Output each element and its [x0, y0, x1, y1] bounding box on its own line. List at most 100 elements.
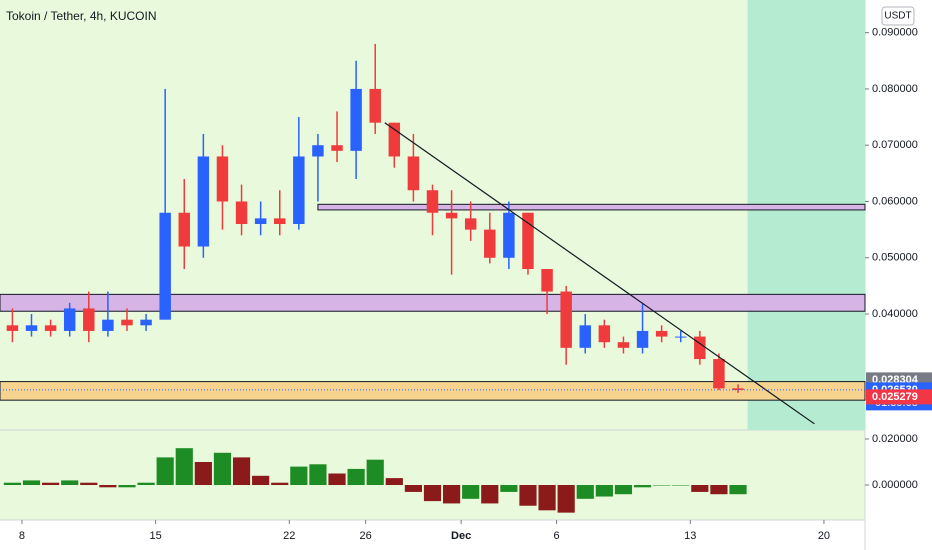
candle-body: [197, 156, 210, 247]
currency-box: [881, 6, 915, 26]
x-tick-label: 26: [360, 530, 372, 542]
candle-body: [484, 229, 496, 258]
candle-body: [140, 319, 152, 326]
candle-body: [713, 359, 725, 389]
candle-body: [216, 156, 229, 202]
candle-body: [388, 122, 401, 157]
currency: USDT: [884, 11, 911, 22]
oscillator-bar: [653, 485, 671, 486]
y-tick-label: 0.090000: [872, 27, 918, 39]
candle-body: [6, 325, 19, 331]
candle-body: [675, 336, 687, 338]
oscillator-bar: [481, 485, 499, 504]
candle-body: [102, 319, 114, 331]
oscillator-bar: [328, 473, 346, 486]
time-axis: [0, 520, 865, 550]
candle-body: [254, 218, 267, 225]
candle-body: [235, 201, 248, 225]
price-label: 0.025279: [872, 391, 918, 403]
oscillator-bar: [538, 485, 556, 511]
y-tick-label: 0.000000: [872, 479, 918, 491]
candle-body: [44, 325, 57, 331]
oscillator-bar: [42, 482, 60, 486]
candle-body: [293, 156, 305, 225]
candle-body: [522, 212, 534, 270]
zone: [317, 203, 866, 211]
oscillator-bar: [691, 485, 709, 492]
layer: [0, 0, 869, 513]
oscillator-bar: [443, 485, 461, 504]
oscillator-bar: [3, 482, 22, 486]
oscillator-bar: [710, 485, 728, 495]
oscillator-bar: [137, 482, 155, 486]
x-tick-label: 6: [554, 530, 560, 542]
oscillator-bar: [118, 485, 136, 488]
oscillator-bar: [271, 482, 289, 486]
price-label-box: [866, 389, 932, 405]
x-tick-label: 8: [19, 530, 25, 542]
oscillator-bar: [213, 452, 232, 486]
candle-body: [274, 218, 286, 225]
candle-body: [121, 319, 133, 326]
oscillator-bar: [80, 482, 98, 486]
candle-body: [694, 336, 706, 360]
oscillator-bar: [423, 485, 442, 502]
oscillator-bar: [309, 464, 327, 486]
candle-body: [732, 388, 744, 391]
projection-area: [747, 0, 865, 430]
oscillator-bar: [729, 485, 747, 495]
candle-body: [655, 330, 668, 337]
x-tick-label: 13: [684, 530, 696, 542]
oscillator-bar: [404, 485, 422, 492]
candle-body: [426, 190, 439, 213]
candle-body: [407, 156, 420, 191]
oscillator-bar: [385, 478, 403, 486]
oscillator-bar: [156, 457, 174, 486]
y-tick-label: 0.080000: [872, 83, 918, 95]
candle-body: [369, 88, 381, 123]
trendline: [384, 122, 815, 425]
oscillator-bar: [614, 485, 633, 495]
plot-background: [0, 0, 865, 520]
y-tick-label: 0.070000: [872, 139, 918, 151]
price-axis: [865, 0, 932, 550]
candle-body: [617, 342, 630, 348]
oscillator-bar: [500, 485, 518, 492]
candle-body: [636, 330, 649, 348]
y-tick-label: 0.060000: [872, 195, 918, 207]
oscillator-bar: [366, 459, 384, 486]
oscillator-bar: [519, 485, 537, 506]
x-tick-label: Dec: [451, 530, 471, 542]
candle-body: [350, 88, 362, 151]
candle-body: [560, 291, 572, 348]
candle-body: [331, 145, 343, 151]
zone: [0, 381, 866, 401]
candle-body: [598, 325, 611, 343]
oscillator-bar: [290, 466, 308, 486]
oscillator-bar: [633, 485, 652, 488]
candle-body: [464, 218, 477, 230]
candle-body: [445, 212, 458, 219]
candle-body: [63, 308, 76, 331]
candle-body: [312, 145, 324, 157]
oscillator-bar: [557, 485, 575, 513]
oscillator-bar: [232, 457, 251, 486]
candle-body: [178, 212, 190, 247]
oscillator-bar: [252, 475, 270, 486]
oscillator-bar: [462, 485, 480, 499]
oscillator-bar: [22, 480, 41, 486]
oscillator-bar: [595, 485, 613, 497]
candle-body: [159, 212, 171, 320]
chart-title: Tokoin / Tether, 4h, KUCOIN: [6, 9, 157, 23]
candle-body: [579, 325, 591, 348]
x-tick-label: 22: [283, 530, 295, 542]
oscillator-bar: [672, 485, 690, 486]
candle-body: [541, 269, 553, 292]
x-tick-label: 15: [149, 530, 161, 542]
candle-body: [25, 325, 38, 331]
x-tick-label: 20: [818, 530, 830, 542]
oscillator-bar: [99, 485, 117, 488]
oscillator-bar: [347, 468, 365, 486]
oscillator-bar: [576, 485, 594, 499]
